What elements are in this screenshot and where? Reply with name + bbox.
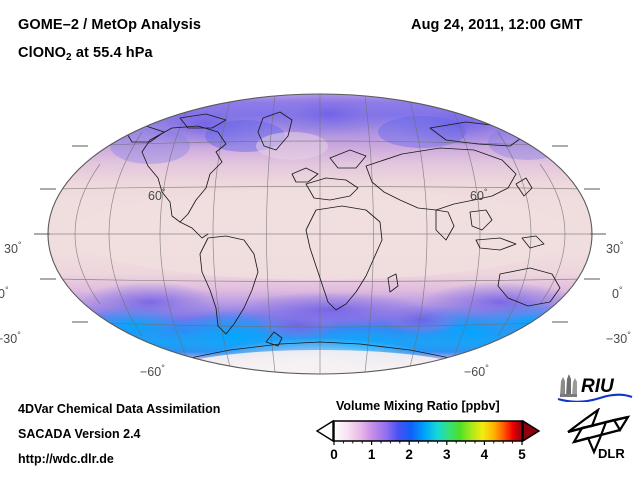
colorbar-tick-3: 3: [443, 447, 451, 462]
world-map: 60° 30° 0° −30° −60° 60° 30° 0° −30° −60…: [0, 88, 631, 380]
colorbar-tickmarks: [333, 441, 523, 445]
lat-label-0-right: 0°: [612, 285, 623, 301]
species-level: at 55.4 hPa: [71, 45, 153, 61]
page-title: GOME–2 / MetOp Analysis: [18, 17, 202, 33]
colorbar-svg: [315, 419, 541, 445]
footer-line-version: SACADA Version 2.4: [18, 427, 141, 441]
colorbar-tick-1: 1: [367, 447, 376, 462]
footer-line-method: 4DVar Chemical Data Assimilation: [18, 402, 221, 416]
species-title: ClONO2 at 55.4 hPa: [18, 45, 153, 63]
dlr-logo: DLR: [567, 408, 631, 460]
timestamp: Aug 24, 2011, 12:00 GMT: [411, 17, 583, 33]
lat-label-60-left: 60°: [148, 187, 166, 203]
dlr-mark-icon: [567, 408, 631, 455]
lat-label-m30-left: −30°: [0, 330, 21, 346]
colorbar-tick-0: 0: [330, 447, 338, 462]
riu-logo: RIU: [557, 374, 633, 402]
colorbar-title: Volume Mixing Ratio [ppbv]: [336, 399, 500, 413]
lat-label-30-left: 30°: [4, 240, 22, 256]
lat-label-m30-right: −30°: [606, 330, 631, 346]
riu-spires-icon: [560, 374, 577, 397]
colorbar-tick-4: 4: [480, 447, 489, 462]
colorbar-tick-5: 5: [518, 447, 526, 462]
colorbar-tick-2: 2: [405, 447, 413, 462]
species-subscript: 2: [66, 52, 72, 63]
lat-label-30-right: 30°: [606, 240, 624, 256]
axis-ticks: [34, 145, 606, 323]
dlr-wordmark: DLR: [598, 446, 625, 460]
mollweide-map-svg: [34, 93, 606, 375]
footer-line-url[interactable]: http://wdc.dlr.de: [18, 452, 114, 466]
colorbar: [312, 419, 544, 445]
colorbar-body: [333, 420, 523, 442]
riu-swoosh-icon: [557, 393, 633, 402]
lat-label-m60-left: −60°: [140, 363, 165, 379]
lat-label-0-left: 0°: [0, 285, 9, 301]
colorbar-max-arrow: [522, 419, 541, 443]
graticule: [48, 94, 592, 374]
species-name: ClONO: [18, 45, 67, 61]
riu-wordmark: RIU: [581, 376, 615, 397]
lat-label-60-right: 60°: [470, 187, 488, 203]
colorbar-min-arrow: [315, 419, 334, 443]
colorbar-tick-labels: 0 1 2 3 4 5: [312, 445, 544, 465]
lat-label-m60-right: −60°: [464, 363, 489, 379]
